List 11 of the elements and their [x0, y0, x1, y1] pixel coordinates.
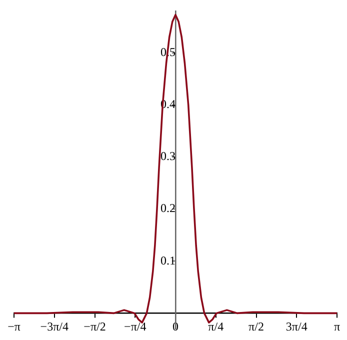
- y-tick-label: 0.1: [160, 253, 176, 268]
- x-tick-label: −π/2: [84, 320, 106, 334]
- x-tick-label: π/2: [248, 320, 264, 334]
- x-tick-label: −π/4: [124, 320, 146, 334]
- y-tick-label: 0.2: [160, 201, 176, 216]
- x-tick-label: 3π/4: [286, 320, 308, 334]
- y-tick-label: 0.3: [160, 149, 176, 164]
- x-tick-label: π/4: [208, 320, 224, 334]
- x-tick-label: −3π/4: [40, 320, 68, 334]
- x-tick-label: −π: [8, 320, 20, 334]
- x-tick-label: π: [334, 320, 340, 334]
